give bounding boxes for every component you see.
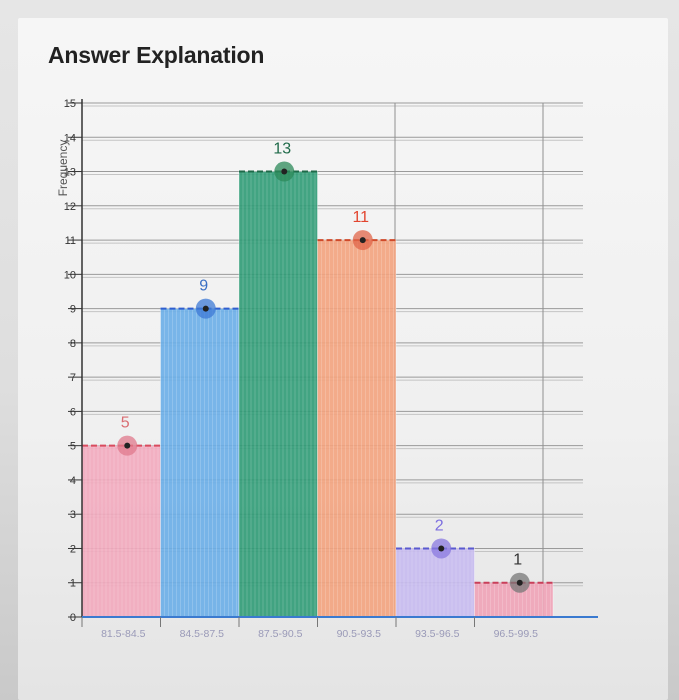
data-point-dot <box>124 442 131 449</box>
data-label: 1 <box>513 552 522 569</box>
histogram-bar <box>160 308 240 618</box>
y-tick-label: 8 <box>70 338 76 350</box>
x-tick-label: 81.5-84.5 <box>101 628 146 640</box>
x-tick-label: 87.5-90.5 <box>258 628 303 640</box>
histogram-bar <box>317 239 397 618</box>
y-tick-label: 10 <box>64 269 76 281</box>
data-point-dot <box>438 545 445 552</box>
axis-layer <box>68 99 598 627</box>
y-tick-label: 7 <box>70 372 76 384</box>
histogram-bar <box>395 547 475 618</box>
data-point-dot <box>281 168 288 175</box>
data-point-dot <box>359 237 366 244</box>
y-axis-title: Frequency <box>56 140 70 197</box>
y-tick-label: 4 <box>70 475 76 487</box>
x-tick-label: 93.5-96.5 <box>415 628 460 640</box>
y-tick-label: 12 <box>64 201 76 213</box>
y-tick-label: 15 <box>64 98 76 110</box>
y-tick-label: 1 <box>70 578 76 590</box>
data-point-dot <box>202 305 209 312</box>
x-tick-label: 90.5-93.5 <box>337 628 382 640</box>
y-tick-label: 3 <box>70 509 76 521</box>
y-tick-label: 13 <box>64 167 76 179</box>
histogram-bar <box>238 171 318 618</box>
x-tick-label: 96.5-99.5 <box>494 628 539 640</box>
y-tick-label: 5 <box>70 441 76 453</box>
data-label: 2 <box>435 517 444 534</box>
y-tick-label: 2 <box>70 543 76 555</box>
y-tick-label: 6 <box>70 406 76 418</box>
data-label: 13 <box>273 141 291 158</box>
y-tick-label: 9 <box>70 304 76 316</box>
y-tick-label: 11 <box>65 235 76 247</box>
data-label: 9 <box>199 278 208 295</box>
data-label: 5 <box>121 415 130 432</box>
y-tick-label: 14 <box>64 132 76 144</box>
data-label: 11 <box>352 209 369 226</box>
bars-layer <box>81 161 554 618</box>
data-point-dot <box>516 579 523 586</box>
labels-layer: 591311210123456789101112131415Frequency8… <box>56 98 538 640</box>
y-tick-label: 0 <box>70 612 76 624</box>
page-title: Answer Explanation <box>48 42 265 68</box>
x-tick-label: 84.5-87.5 <box>180 628 225 640</box>
